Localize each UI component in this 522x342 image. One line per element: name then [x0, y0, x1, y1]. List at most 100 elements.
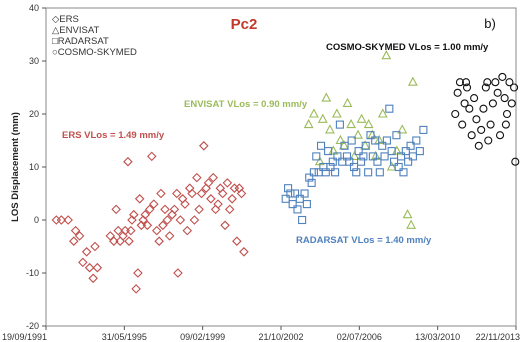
data-point-diamond — [156, 188, 166, 199]
data-point-square — [305, 173, 314, 182]
data-point-diamond — [151, 225, 162, 236]
data-point-diamond — [109, 236, 119, 246]
data-point-diamond — [105, 231, 116, 241]
legend-item: ○COSMO-SKYMED — [52, 47, 137, 58]
data-point-diamond — [63, 215, 73, 225]
data-point-circle — [481, 83, 490, 92]
data-point-square — [375, 168, 384, 177]
data-point-square — [404, 157, 413, 166]
data-point-square — [368, 152, 377, 161]
data-point-diamond — [69, 236, 79, 246]
data-point-square — [286, 189, 295, 198]
legend-item: ◇ERS — [52, 14, 79, 25]
data-point-square — [345, 157, 354, 166]
data-point-triangle — [397, 124, 408, 134]
data-point-diamond — [206, 194, 216, 204]
data-point-diamond — [111, 204, 121, 215]
y-tick-label: 40 — [29, 3, 39, 13]
series-cosmo-skymed — [451, 72, 520, 166]
data-marks — [51, 50, 520, 294]
data-point-diamond — [113, 225, 124, 236]
data-point-triangle — [407, 76, 418, 86]
data-point-square — [347, 136, 356, 145]
y-tick-label: -10 — [26, 268, 39, 278]
data-point-square — [324, 147, 333, 156]
data-point-square — [284, 184, 293, 193]
data-point-diamond — [222, 178, 233, 188]
data-point-diamond — [142, 220, 153, 231]
data-point-circle — [507, 99, 516, 108]
data-point-square — [366, 131, 375, 140]
data-point-square — [364, 168, 373, 177]
data-point-triangle — [317, 113, 328, 123]
annotation-cosmo: COSMO-SKYMED VLos = 1.00 mm/y — [326, 42, 489, 53]
data-point-circle — [495, 131, 505, 140]
legend: ◇ERS△ENVISAT□RADARSAT○COSMO-SKYMED — [52, 14, 137, 58]
data-point-diamond — [131, 284, 141, 294]
data-point-square — [312, 152, 321, 161]
data-point-diamond — [236, 188, 247, 199]
data-point-square — [354, 147, 363, 156]
x-tick-label: 21/10/2002 — [258, 332, 303, 342]
data-point-diamond — [199, 141, 209, 151]
data-point-square — [328, 157, 337, 166]
data-point-diamond — [90, 241, 100, 252]
data-point-diamond — [208, 172, 219, 183]
data-point-square — [342, 152, 352, 161]
data-point-square — [415, 147, 424, 156]
data-point-triangle — [349, 150, 360, 160]
data-point-diamond — [70, 225, 81, 236]
data-point-diamond — [78, 257, 88, 268]
data-point-diamond — [92, 262, 103, 273]
chart-title: Pc2 — [231, 16, 258, 33]
data-point-square — [378, 141, 387, 150]
data-point-diamond — [187, 188, 197, 199]
data-point-square — [309, 168, 318, 177]
data-point-square — [340, 141, 349, 150]
data-point-circle — [505, 78, 514, 87]
data-point-triangle — [324, 124, 335, 134]
data-point-triangle — [402, 209, 413, 219]
data-point-diamond — [88, 273, 98, 284]
data-point-circle — [462, 83, 472, 92]
data-point-triangle — [342, 97, 353, 107]
data-point-diamond — [134, 194, 145, 204]
data-point-diamond — [232, 236, 242, 246]
data-point-square — [295, 194, 304, 203]
legend-item: □RADARSAT — [52, 36, 109, 47]
data-point-square — [392, 131, 401, 140]
data-point-diamond — [194, 204, 204, 215]
data-point-diamond — [129, 209, 139, 220]
data-point-square — [361, 141, 370, 150]
data-point-triangle — [353, 129, 363, 139]
data-point-square — [307, 178, 316, 187]
data-point-square — [394, 162, 403, 172]
y-tick-label: 20 — [29, 109, 39, 119]
data-point-circle — [470, 94, 479, 103]
data-point-circle — [451, 109, 460, 119]
data-point-square — [333, 152, 342, 161]
data-point-square — [281, 194, 290, 203]
data-point-square — [412, 136, 421, 145]
data-point-diamond — [173, 268, 183, 278]
data-point-triangle — [331, 108, 342, 118]
panel-label: b) — [484, 16, 496, 31]
data-point-circle — [458, 120, 467, 129]
data-point-circle — [511, 157, 520, 166]
plot-area — [45, 7, 517, 327]
data-point-diamond — [147, 151, 157, 162]
data-point-circle — [493, 88, 502, 97]
data-point-diamond — [203, 178, 214, 188]
data-point-square — [373, 157, 382, 166]
data-point-triangle — [406, 219, 417, 229]
data-point-diamond — [127, 215, 137, 225]
y-tick-label: 10 — [29, 162, 39, 172]
data-point-diamond — [239, 247, 249, 257]
data-point-square — [331, 168, 340, 177]
data-point-circle — [465, 104, 474, 113]
data-point-diamond — [192, 172, 202, 183]
x-tick-label: 09/02/1999 — [180, 332, 225, 342]
data-point-diamond — [175, 215, 186, 225]
series-radarsat — [281, 104, 428, 225]
